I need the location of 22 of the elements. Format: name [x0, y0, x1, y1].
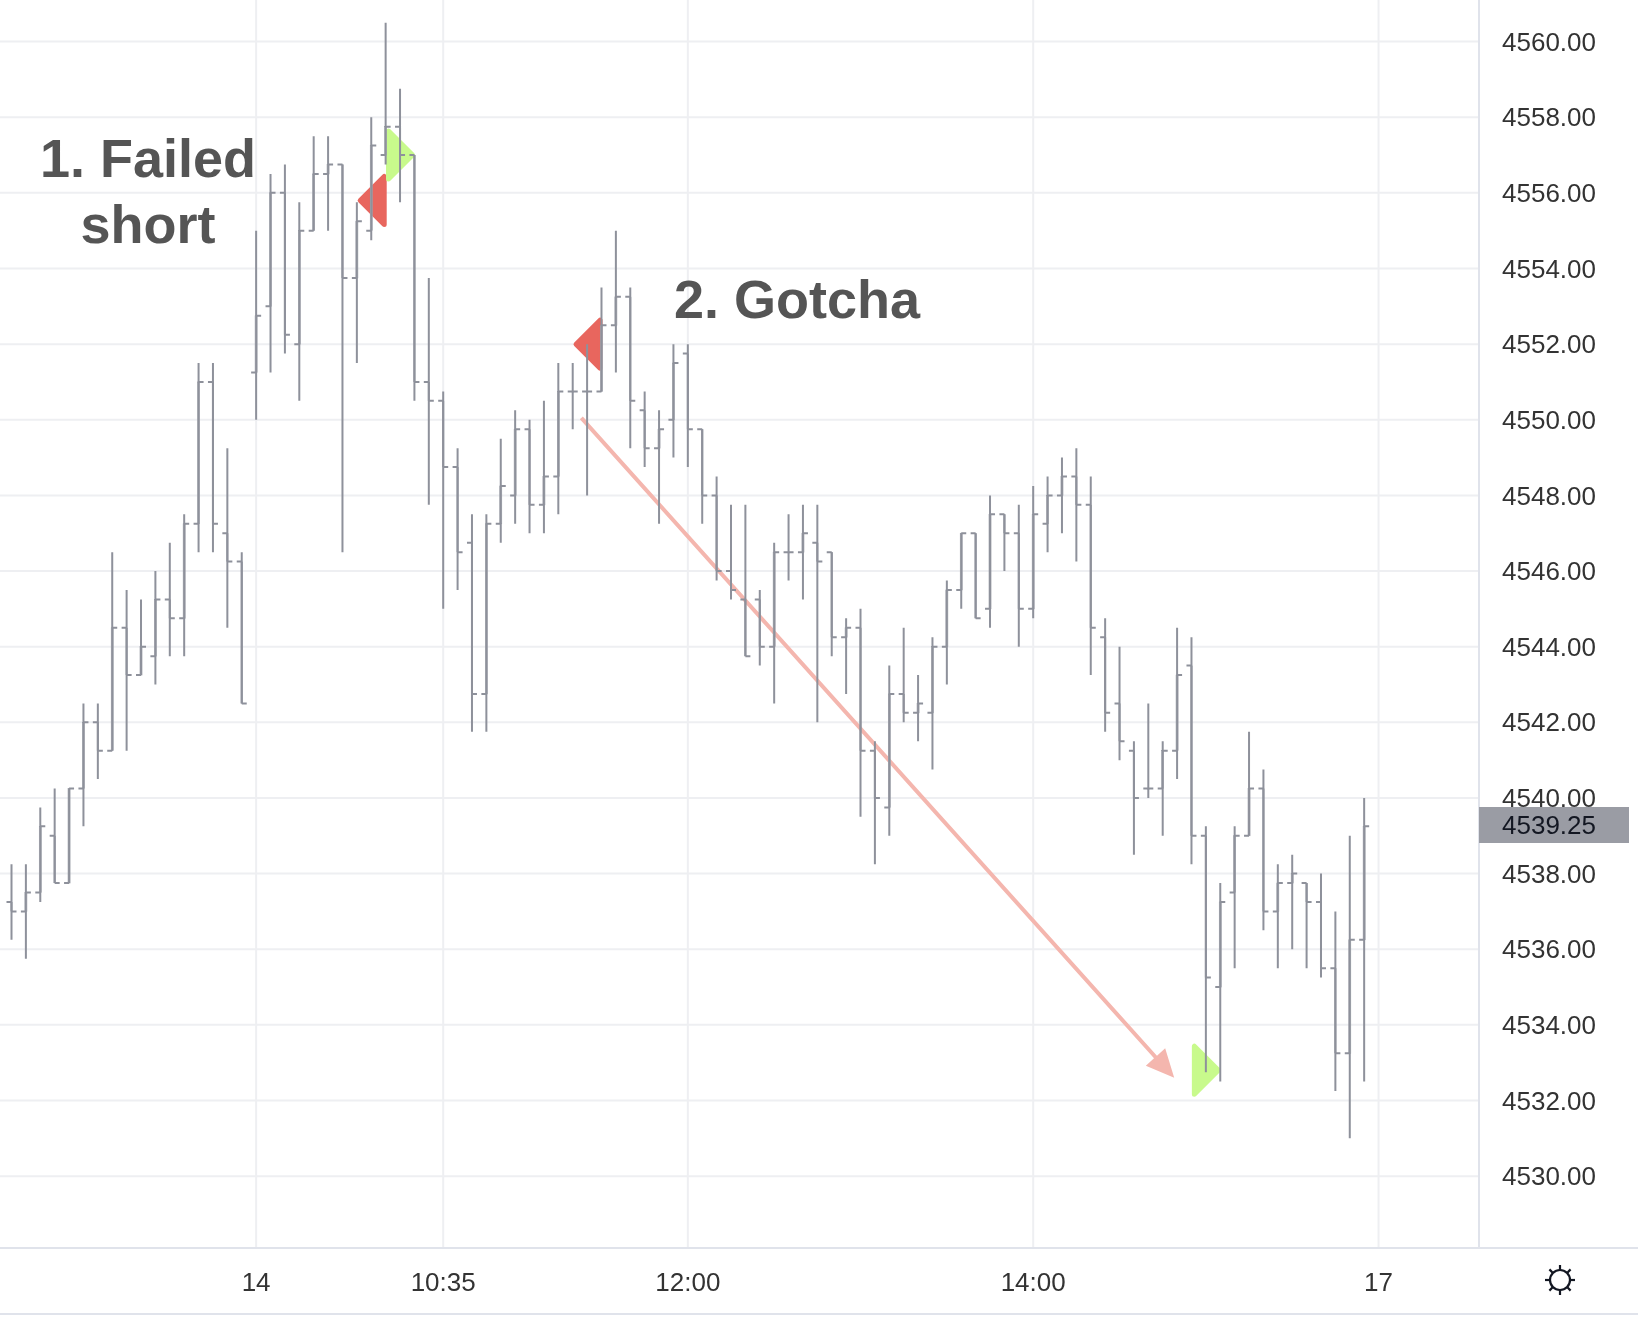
y-tick-label: 4554.00 — [1502, 253, 1596, 284]
y-tick-label: 4536.00 — [1502, 934, 1596, 965]
annotation: 1. Failed short — [39, 128, 257, 254]
y-tick-label: 4532.00 — [1502, 1085, 1596, 1116]
x-tick-label: 14:00 — [1000, 1267, 1066, 1298]
x-tick-label: 17 — [1364, 1267, 1394, 1298]
y-tick-label: 4546.00 — [1502, 556, 1596, 587]
y-tick-label: 4530.00 — [1502, 1161, 1596, 1192]
y-tick-label: 4542.00 — [1502, 707, 1596, 738]
y-tick-label: 4534.00 — [1502, 1009, 1596, 1040]
x-tick-label: 10:35 — [410, 1267, 476, 1298]
x-tick-label: 12:00 — [655, 1267, 721, 1298]
y-tick-label: 4558.00 — [1502, 102, 1596, 133]
y-tick-label: 4550.00 — [1502, 404, 1596, 435]
y-tick-label: 4556.00 — [1502, 177, 1596, 208]
x-tick-label: 14 — [241, 1267, 271, 1298]
y-tick-label: 4552.00 — [1502, 329, 1596, 360]
y-tick-label: 4560.00 — [1502, 26, 1596, 57]
annotation: 2. Gotcha — [673, 269, 921, 329]
y-tick-label: 4544.00 — [1502, 631, 1596, 662]
y-tick-label: 4538.00 — [1502, 858, 1596, 889]
y-tick-label: 4548.00 — [1502, 480, 1596, 511]
